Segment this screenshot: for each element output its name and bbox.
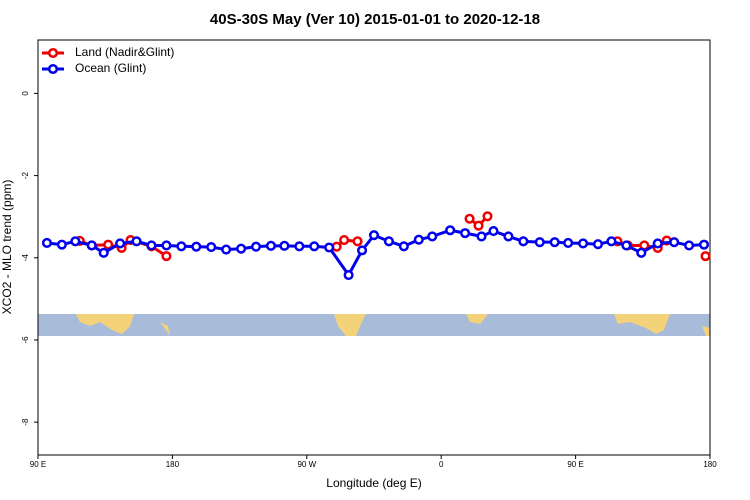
data-point <box>86 240 97 251</box>
chart-title: 40S-30S May (Ver 10) 2015-01-01 to 2020-… <box>210 11 540 28</box>
y-tick-label: -6 <box>21 336 30 344</box>
data-point <box>339 235 350 246</box>
data-point <box>161 240 172 251</box>
data-point <box>146 240 157 251</box>
data-point <box>294 241 305 252</box>
data-point <box>70 236 81 247</box>
data-point <box>324 242 335 253</box>
x-tick-label: 90 W <box>297 460 316 469</box>
data-point <box>265 240 277 251</box>
y-axis-label: XCO2 - MLO trend (ppm) <box>0 180 14 315</box>
data-point <box>476 231 487 242</box>
data-point <box>279 240 290 251</box>
data-point <box>621 240 632 251</box>
data-point <box>398 241 409 252</box>
data-point <box>503 231 514 242</box>
data-point <box>131 236 142 247</box>
data-point <box>161 251 172 262</box>
data-point <box>698 239 710 250</box>
data-point <box>427 231 438 242</box>
data-point <box>250 241 262 252</box>
data-point <box>464 213 475 224</box>
data-point <box>352 236 363 247</box>
data-point <box>473 220 484 231</box>
data-point <box>518 236 529 247</box>
data-point <box>115 238 126 249</box>
data-point <box>636 247 647 258</box>
data-point <box>191 241 202 252</box>
data-point <box>343 269 354 281</box>
data-point <box>221 244 232 255</box>
data-point <box>103 239 114 250</box>
data-point <box>592 239 604 250</box>
data-point <box>56 239 67 250</box>
y-tick-label: -4 <box>21 254 30 262</box>
data-point <box>669 237 680 248</box>
map-strip <box>38 314 710 336</box>
data-point <box>549 237 560 248</box>
data-point <box>309 241 320 252</box>
plot-frame <box>37 39 711 456</box>
data-point <box>578 238 589 249</box>
x-tick-label: 180 <box>703 460 717 469</box>
data-point <box>534 237 545 248</box>
y-tick-label: -2 <box>21 171 30 179</box>
data-point <box>563 237 574 249</box>
data-point <box>606 236 617 247</box>
data-point <box>206 242 217 253</box>
data-point <box>368 230 380 241</box>
data-point <box>413 234 424 245</box>
legend-label: Ocean (Glint) <box>75 61 146 75</box>
data-point <box>236 243 247 254</box>
data-point <box>357 245 368 256</box>
legend-marker <box>47 63 59 75</box>
legend-label: Land (Nadir&Glint) <box>75 45 174 59</box>
x-tick-label: 90 E <box>30 460 46 469</box>
data-point <box>98 247 109 258</box>
legend-marker <box>47 47 59 59</box>
x-axis-label: Longitude (deg E) <box>326 476 421 490</box>
data-point <box>445 225 456 236</box>
data-point <box>488 226 499 237</box>
data-point <box>176 241 187 252</box>
data-point <box>652 238 663 249</box>
data-point <box>482 211 493 222</box>
x-tick-label: 0 <box>439 460 444 469</box>
y-tick-label: -8 <box>21 418 30 426</box>
series-line <box>80 216 706 256</box>
data-point <box>460 228 471 239</box>
data-point <box>700 251 711 262</box>
x-tick-label: 180 <box>166 460 180 469</box>
y-tick-label: 0 <box>21 91 30 96</box>
data-point <box>684 240 695 251</box>
data-point <box>383 236 394 247</box>
x-tick-label: 90 E <box>567 460 583 469</box>
data-point <box>41 237 53 249</box>
